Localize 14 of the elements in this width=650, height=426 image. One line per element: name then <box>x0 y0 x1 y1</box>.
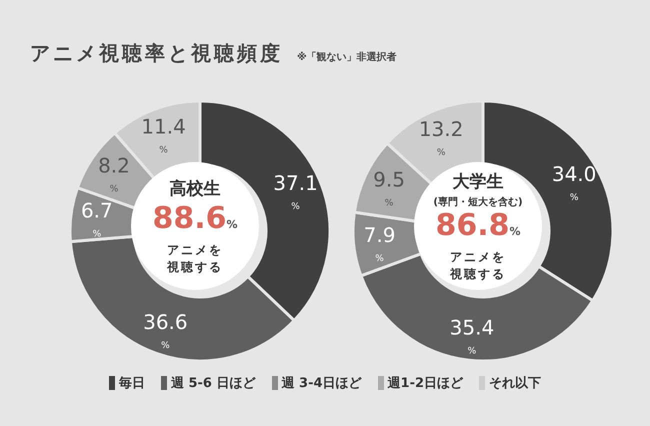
text: アニメを視聴する <box>448 248 507 282</box>
text: (専門・短大を含む) <box>433 196 523 208</box>
chart-title: アニメ視聴率と視聴頻度 <box>30 40 283 67</box>
text: アニメを視聴する <box>166 242 224 276</box>
text: 86.8% <box>435 208 521 244</box>
text: 大学生 <box>452 170 504 192</box>
legend-label: 週1-2日ほど <box>388 375 464 392</box>
legend-label: 毎日 <box>118 375 145 392</box>
text: 高校生 <box>170 178 220 200</box>
chart-subtitle: ※「観ない」非選択者 <box>297 50 397 64</box>
text: 88.6% <box>152 200 238 238</box>
legend-label: それ以下 <box>489 375 542 392</box>
legend-label: 週 5-6 日ほど <box>170 375 256 392</box>
legend-label: 週 3-4日ほど <box>282 375 362 392</box>
